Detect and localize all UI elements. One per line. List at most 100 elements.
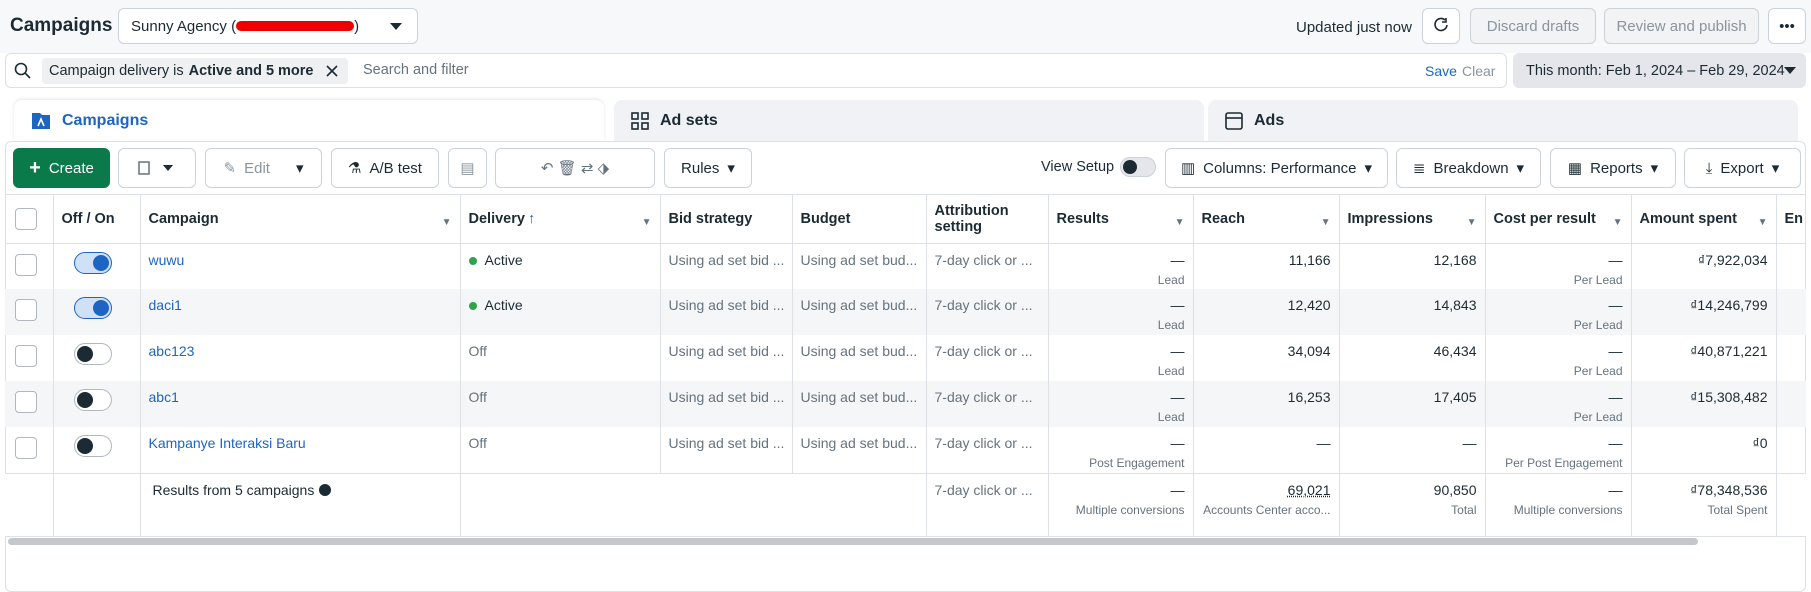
header-cell[interactable]: Campaign ▼ (140, 195, 461, 244)
clipboard-button[interactable]: ▤ (448, 148, 487, 188)
cell-text: 90,850 (1433, 481, 1477, 498)
rules-button[interactable]: Rules ▾ (664, 148, 752, 188)
cell: Using ad set bud... (792, 427, 927, 473)
cell-sub: Total Spent (1707, 502, 1768, 517)
search-placeholder[interactable]: Search and filter (363, 62, 469, 78)
chip-value: Active and 5 more (188, 63, 314, 79)
cell (5, 335, 54, 381)
export-button[interactable]: ⤓ Export ▾ (1684, 148, 1801, 188)
save-link[interactable]: Save (1425, 63, 1457, 79)
campaign-name[interactable]: daci1 (148, 297, 182, 313)
toggle[interactable] (73, 435, 112, 457)
toggle[interactable] (73, 297, 112, 319)
cell-text: Using ad set bud... (800, 343, 918, 359)
checkbox[interactable] (15, 299, 37, 321)
ads-tab[interactable]: Ads (1208, 100, 1798, 142)
cell-text: — (1608, 251, 1623, 268)
checkbox[interactable] (15, 207, 37, 230)
header-cell[interactable]: Budget (792, 195, 927, 244)
cell: Using ad set bud... (792, 243, 927, 289)
checkbox[interactable] (15, 391, 37, 413)
checkbox[interactable] (15, 253, 37, 276)
publish-button[interactable]: Review and publish (1604, 8, 1759, 44)
header-cell[interactable]: Attribution setting (926, 195, 1049, 244)
campaign-row: daci1 Active Using ad set bid ... Using ad … (5, 289, 1806, 335)
checkbox[interactable] (15, 345, 37, 367)
refresh-button[interactable] (1422, 8, 1460, 44)
delivery: Off (468, 435, 487, 451)
create-button[interactable]: + Create (13, 148, 110, 188)
table-wrap: Off / On Campaign ▼ Delivery ↑ ▼ Bid strategy B… (5, 194, 1806, 539)
toggle[interactable] (73, 251, 112, 274)
scrollbar[interactable] (8, 538, 1698, 545)
campaigns-tab[interactable]: Campaigns (14, 100, 604, 142)
reports-button[interactable]: ▦ Reports ▾ (1550, 148, 1676, 188)
header-cell[interactable]: Delivery ↑ ▼ (460, 195, 661, 244)
duplicate-icon (138, 161, 173, 175)
cell-text: ₫15,308,482 (1690, 389, 1768, 405)
chip-remove[interactable] (325, 65, 338, 77)
cell (5, 243, 54, 289)
cell: 17,405 (1339, 381, 1486, 427)
column-menu: ▼ (1466, 217, 1477, 228)
header-cell[interactable]: Cost per result ▼ (1485, 195, 1632, 244)
more-button[interactable]: ••• (1768, 8, 1806, 44)
campaign-name[interactable]: abc1 (148, 389, 179, 405)
header-cell[interactable]: Off / On (53, 195, 141, 244)
column-title: Cost per result (1493, 210, 1596, 227)
checkbox[interactable] (15, 437, 37, 459)
duplicate-button[interactable] (118, 148, 196, 188)
cell: Active (460, 243, 661, 289)
status-dot (468, 256, 477, 265)
cell-text: 17,405 (1433, 389, 1477, 405)
cell-sub: Per Lead (1573, 272, 1623, 287)
header-cell (5, 195, 54, 244)
action-group[interactable]: ↶ 🗑 ⇄ ⬗ (495, 148, 655, 188)
breakdown-button[interactable]: ≣ Breakdown ▾ (1396, 148, 1541, 188)
column-menu: ▼ (1612, 217, 1623, 228)
cell-text: 7-day click or ... (934, 481, 1033, 498)
ab-test-button[interactable]: ⚗ A/B test (331, 148, 439, 188)
header-cell[interactable]: Bid strategy (660, 195, 793, 244)
discard-button[interactable]: Discard drafts (1470, 8, 1596, 44)
header-cell[interactable]: Results ▼ (1048, 195, 1194, 244)
delivery: Off (468, 343, 487, 359)
cell (53, 427, 141, 473)
cell (5, 289, 54, 335)
edit-button[interactable]: ✎ Edit ▾ (205, 148, 322, 188)
view-setup-toggle[interactable] (1120, 157, 1156, 177)
cell: Using ad set bid ... (660, 289, 793, 335)
header-cell[interactable]: Impressions ▼ (1339, 195, 1486, 244)
account-end: ) (354, 17, 360, 35)
date-range[interactable]: This month: Feb 1, 2024 – Feb 29, 2024 (1513, 53, 1806, 88)
columns-button[interactable]: ▥ Columns: Performance ▾ (1165, 148, 1388, 188)
toggle[interactable] (73, 343, 112, 365)
campaign-name[interactable]: Kampanye Interaksi Baru (148, 435, 306, 451)
delivery: Off (468, 389, 487, 405)
delivery: Active (484, 297, 523, 313)
account-select[interactable]: Sunny Agency ( ) (118, 8, 418, 44)
campaign-name[interactable]: wuwu (148, 251, 185, 268)
cell: daci1 (140, 289, 461, 335)
cell: — (1339, 427, 1486, 473)
column-title: Campaign (148, 210, 219, 227)
adsets-tab[interactable]: Ad sets (614, 100, 1204, 142)
cell-text: 7-day click or ... (934, 343, 1033, 359)
cell (1776, 473, 1806, 536)
cell: Off (460, 335, 661, 381)
cell (1776, 243, 1806, 289)
campaign-name[interactable]: abc123 (148, 343, 195, 359)
cell: 90,850 Total (1339, 473, 1486, 536)
clear-link[interactable]: Clear (1462, 63, 1496, 79)
cell: — Post Engagement (1048, 427, 1194, 473)
header-cell[interactable]: En (1776, 195, 1806, 244)
header-cell[interactable]: Amount spent ▼ (1631, 195, 1777, 244)
cell-text: — (1608, 297, 1623, 313)
rules-label: Rules (681, 159, 720, 177)
cell: ₫15,308,482 (1631, 381, 1777, 427)
toggle[interactable] (73, 389, 112, 411)
filter-chip[interactable]: Campaign delivery is Active and 5 more (42, 58, 348, 84)
header-cell[interactable]: Reach ▼ (1193, 195, 1340, 244)
cell: — Lead (1048, 289, 1194, 335)
cell-text: — (1608, 343, 1623, 359)
